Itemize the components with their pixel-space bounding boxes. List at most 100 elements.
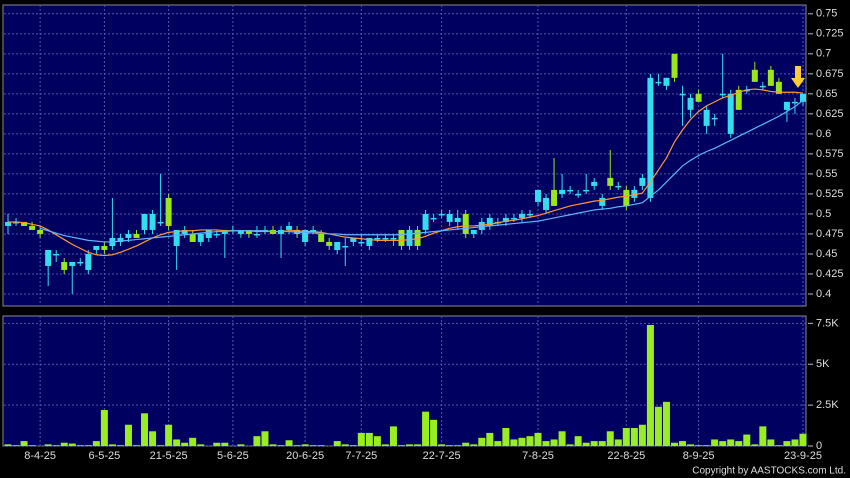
candle-body: [205, 229, 212, 238]
candle-body: [390, 237, 397, 240]
candle-body: [767, 69, 774, 86]
candle-body: [69, 261, 76, 266]
volume-bar: [783, 441, 791, 446]
candle-body: [735, 89, 742, 110]
volume-bar: [333, 441, 341, 446]
volume-bar: [181, 442, 189, 446]
volume-bar: [638, 424, 646, 446]
candle-body: [197, 233, 204, 242]
y-tick-label: 0.675: [816, 68, 844, 80]
x-tick-label: 8-9-25: [683, 450, 715, 462]
candle-body: [302, 229, 309, 242]
volume-bar: [462, 442, 470, 446]
volume-bar: [261, 431, 269, 446]
volume-bar: [542, 441, 550, 446]
candle-body: [663, 77, 670, 86]
candle-body: [462, 213, 469, 234]
volume-bar: [422, 411, 430, 446]
candle-body: [607, 177, 614, 186]
candle-body: [583, 189, 590, 192]
x-tick-label: 21-5-25: [150, 450, 188, 462]
volume-bar: [68, 443, 76, 446]
candle-body: [791, 101, 798, 104]
candle-body: [245, 229, 252, 234]
volume-bar: [365, 432, 373, 446]
candle-body: [13, 221, 20, 224]
volume-bar: [695, 445, 703, 446]
candle-body: [237, 229, 244, 234]
candle-body: [759, 85, 766, 88]
candle-body: [422, 213, 429, 230]
volume-bar: [141, 413, 149, 446]
candle-body: [149, 213, 156, 230]
volume-bar: [381, 444, 389, 446]
candle-body: [93, 245, 100, 250]
candle-body: [695, 93, 702, 102]
volume-bar: [60, 442, 68, 446]
candle-body: [615, 185, 622, 188]
candle-body: [117, 237, 124, 242]
moving-average-line: [8, 88, 804, 257]
volume-bar: [582, 442, 590, 446]
candle-body: [374, 237, 381, 240]
candle-body: [502, 217, 509, 222]
candle-body: [406, 229, 413, 246]
candle-body: [711, 117, 718, 120]
volume-bar: [20, 441, 28, 446]
y-tick-label: 0.45: [816, 248, 837, 260]
candle-body: [366, 237, 373, 246]
candle-body: [559, 189, 566, 194]
volume-bar: [654, 406, 662, 446]
volume-bar: [132, 445, 140, 446]
volume-bar: [197, 444, 205, 446]
candle-body: [799, 93, 806, 102]
y-tick-label: 0.725: [816, 28, 844, 40]
candle-body: [318, 233, 325, 242]
candle-body: [85, 253, 92, 270]
candle-body: [510, 217, 517, 220]
volume-bar: [751, 444, 759, 446]
y-tick-label: 0.7: [816, 48, 831, 60]
volume-panel: [2, 315, 807, 447]
volume-bar: [157, 445, 165, 446]
volume-bar: [397, 445, 405, 446]
volume-bar: [719, 441, 727, 446]
volume-bar: [28, 445, 36, 446]
x-tick-label: 8-4-25: [24, 450, 56, 462]
y-tick-label: 0.65: [816, 88, 837, 100]
candle-body: [350, 237, 357, 242]
candle-body: [77, 261, 84, 264]
volume-bar: [598, 441, 606, 446]
y-tick-label: 0.575: [816, 148, 844, 160]
volume-bar: [622, 428, 630, 446]
candle-body: [775, 81, 782, 94]
volume-bar: [534, 432, 542, 446]
x-tick-label: 20-6-25: [286, 450, 324, 462]
volume-bar: [502, 428, 510, 446]
volume-bar: [759, 426, 767, 446]
volume-bar: [630, 428, 638, 446]
x-tick-label: 23-9-25: [784, 450, 822, 462]
volume-bar: [574, 436, 582, 446]
arrow-marker: [791, 66, 805, 88]
volume-bar: [687, 444, 695, 446]
y-tick-label: 0.75: [816, 8, 837, 20]
volume-bar: [253, 436, 261, 446]
volume-bar: [293, 445, 301, 446]
candle-body: [551, 189, 558, 206]
volume-bar: [743, 434, 751, 446]
candle-body: [751, 69, 758, 82]
price-panel: [2, 4, 807, 307]
volume-bar: [558, 431, 566, 446]
volume-bar: [799, 433, 807, 446]
candle-body: [599, 197, 606, 206]
x-tick-label: 7-8-25: [522, 450, 554, 462]
volume-bar: [438, 444, 446, 446]
volume-bar: [767, 439, 775, 446]
volume-bar: [116, 445, 124, 446]
volume-bar: [100, 410, 108, 446]
candle-body: [719, 93, 726, 96]
candle-body: [486, 217, 493, 226]
